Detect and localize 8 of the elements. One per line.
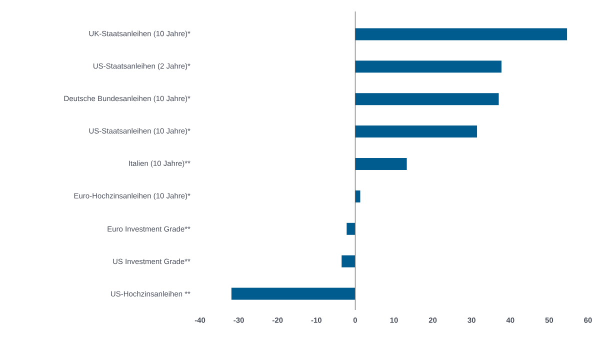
bar [355,93,499,106]
bar [355,158,407,170]
bar [342,255,356,268]
bar [355,28,568,40]
bar [355,126,478,138]
bar [355,60,502,73]
bar [231,288,356,300]
bar [346,222,356,235]
